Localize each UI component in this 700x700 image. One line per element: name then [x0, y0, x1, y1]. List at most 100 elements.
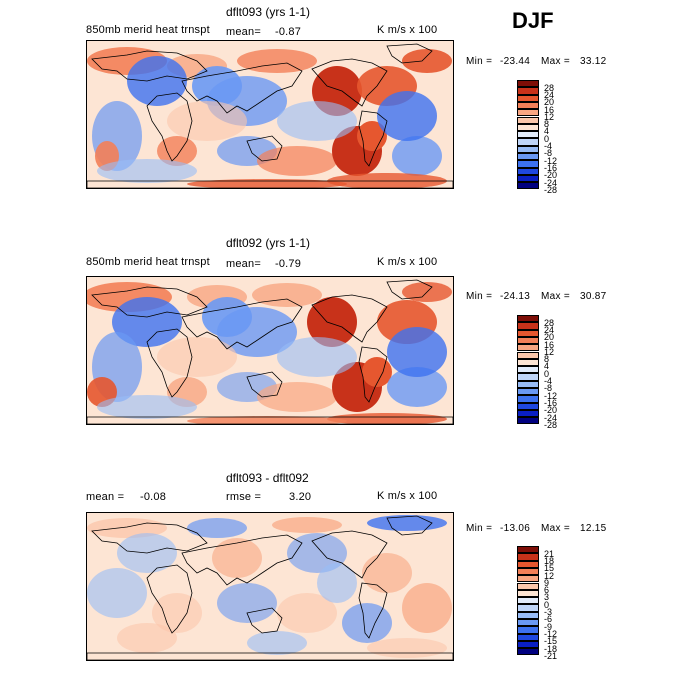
coastline	[181, 62, 303, 114]
colorbar-swatch	[517, 567, 539, 576]
colorbar-swatch	[517, 182, 539, 190]
panel-3-max-value: 12.15	[580, 523, 607, 534]
field-contour	[157, 337, 237, 377]
colorbar-label: -28	[544, 184, 558, 195]
field-contour	[377, 91, 437, 141]
colorbar-swatch	[517, 131, 539, 139]
colorbar-swatch	[517, 94, 539, 102]
field-contour	[327, 173, 447, 188]
panel-3-mean-value: -0.08	[140, 491, 167, 503]
colorbar-label: 9	[544, 577, 550, 588]
coastline	[91, 522, 208, 554]
colorbar-swatch	[517, 351, 539, 359]
field-contour	[87, 568, 147, 618]
colorbar-swatch	[517, 619, 539, 627]
coastline	[311, 294, 388, 343]
field-contour	[367, 638, 447, 658]
colorbar-label: 3	[544, 592, 550, 603]
field-contour	[367, 515, 447, 531]
colorbar-swatch	[517, 409, 539, 418]
field-contour	[307, 297, 357, 347]
field-contour	[127, 56, 187, 106]
colorbar-label: 12	[544, 346, 555, 357]
field-contour	[387, 367, 447, 407]
coastline	[87, 416, 453, 424]
field-contour	[97, 159, 197, 183]
colorbar-label: -12	[544, 155, 558, 166]
colorbar-label: -12	[544, 390, 558, 401]
colorbar-swatch	[517, 160, 539, 168]
colorbar-swatch	[517, 597, 539, 605]
field-contour	[187, 416, 347, 424]
panel-3-map	[86, 512, 454, 661]
coastline	[386, 515, 433, 536]
field-contour	[247, 631, 307, 655]
field-contour	[357, 121, 387, 151]
colorbar-swatch	[517, 626, 539, 634]
field-contour	[157, 136, 197, 166]
colorbar-swatch	[517, 336, 539, 345]
field-contour	[392, 136, 442, 176]
colorbar-swatch	[517, 80, 539, 88]
coastline	[311, 58, 388, 107]
panel-1-mean-label: mean=	[226, 26, 261, 38]
panel-2-max-value: 30.87	[580, 291, 607, 302]
colorbar-label: -24	[544, 177, 558, 188]
panel-1-mean-value: -0.87	[275, 26, 302, 38]
field-contour	[272, 517, 342, 533]
field-contour	[362, 553, 412, 593]
colorbar-swatch	[517, 575, 539, 583]
field-contour	[277, 593, 337, 633]
field-contour	[187, 518, 247, 538]
field-contour	[217, 307, 297, 357]
colorbar-swatch	[517, 87, 539, 95]
colorbar-label: -4	[544, 141, 553, 152]
panel-3-max-label: Max =	[541, 523, 571, 534]
colorbar-label: 0	[544, 368, 550, 379]
coastline	[181, 534, 303, 586]
colorbar-label: -16	[544, 397, 558, 408]
colorbar-label: 16	[544, 104, 555, 115]
colorbar-label: -20	[544, 170, 558, 181]
panel-2-min-value: -24.13	[500, 291, 531, 302]
colorbar-label: 8	[544, 119, 550, 130]
colorbar-swatch	[517, 101, 539, 110]
colorbar-label: -21	[544, 650, 558, 661]
coastline	[91, 50, 208, 82]
field-contour	[167, 101, 247, 141]
field-contour	[112, 297, 182, 347]
panel-3-title: dflt093 - dflt092	[226, 471, 309, 485]
colorbar-label: -28	[544, 419, 558, 430]
colorbar-label: 8	[544, 354, 550, 365]
panel-2-max-label: Max =	[541, 291, 571, 302]
colorbar-label: -12	[544, 628, 558, 639]
colorbar-swatch	[517, 153, 539, 161]
colorbar-swatch	[517, 388, 539, 396]
panel-1-max-label: Max =	[541, 56, 571, 67]
colorbar-swatch	[517, 395, 539, 403]
colorbar-swatch	[517, 167, 539, 175]
colorbar-label: -16	[544, 162, 558, 173]
colorbar-swatch	[517, 138, 539, 146]
coastline	[87, 652, 453, 660]
colorbar-label: -3	[544, 607, 553, 618]
panel-3-min-value: -13.06	[500, 523, 531, 534]
colorbar-swatch	[517, 373, 539, 381]
coastline	[246, 607, 283, 634]
panel-2-units: K m/s x 100	[377, 256, 438, 268]
colorbar-swatch	[517, 358, 539, 367]
panel-1-variable-label: 850mb merid heat trnspt	[86, 24, 210, 36]
panel-1-min-value: -23.44	[500, 56, 531, 67]
colorbar-swatch	[517, 402, 539, 410]
field-contour	[277, 337, 357, 377]
colorbar-swatch	[517, 344, 539, 352]
colorbar-swatch	[517, 582, 539, 590]
coastline	[358, 110, 388, 167]
field-contour	[217, 583, 277, 623]
colorbar-label: 21	[544, 548, 555, 559]
colorbar-label: 16	[544, 339, 555, 350]
coastline	[246, 135, 283, 162]
colorbar-swatch	[517, 553, 539, 561]
colorbar-label: -15	[544, 636, 558, 647]
colorbar-swatch	[517, 145, 539, 153]
